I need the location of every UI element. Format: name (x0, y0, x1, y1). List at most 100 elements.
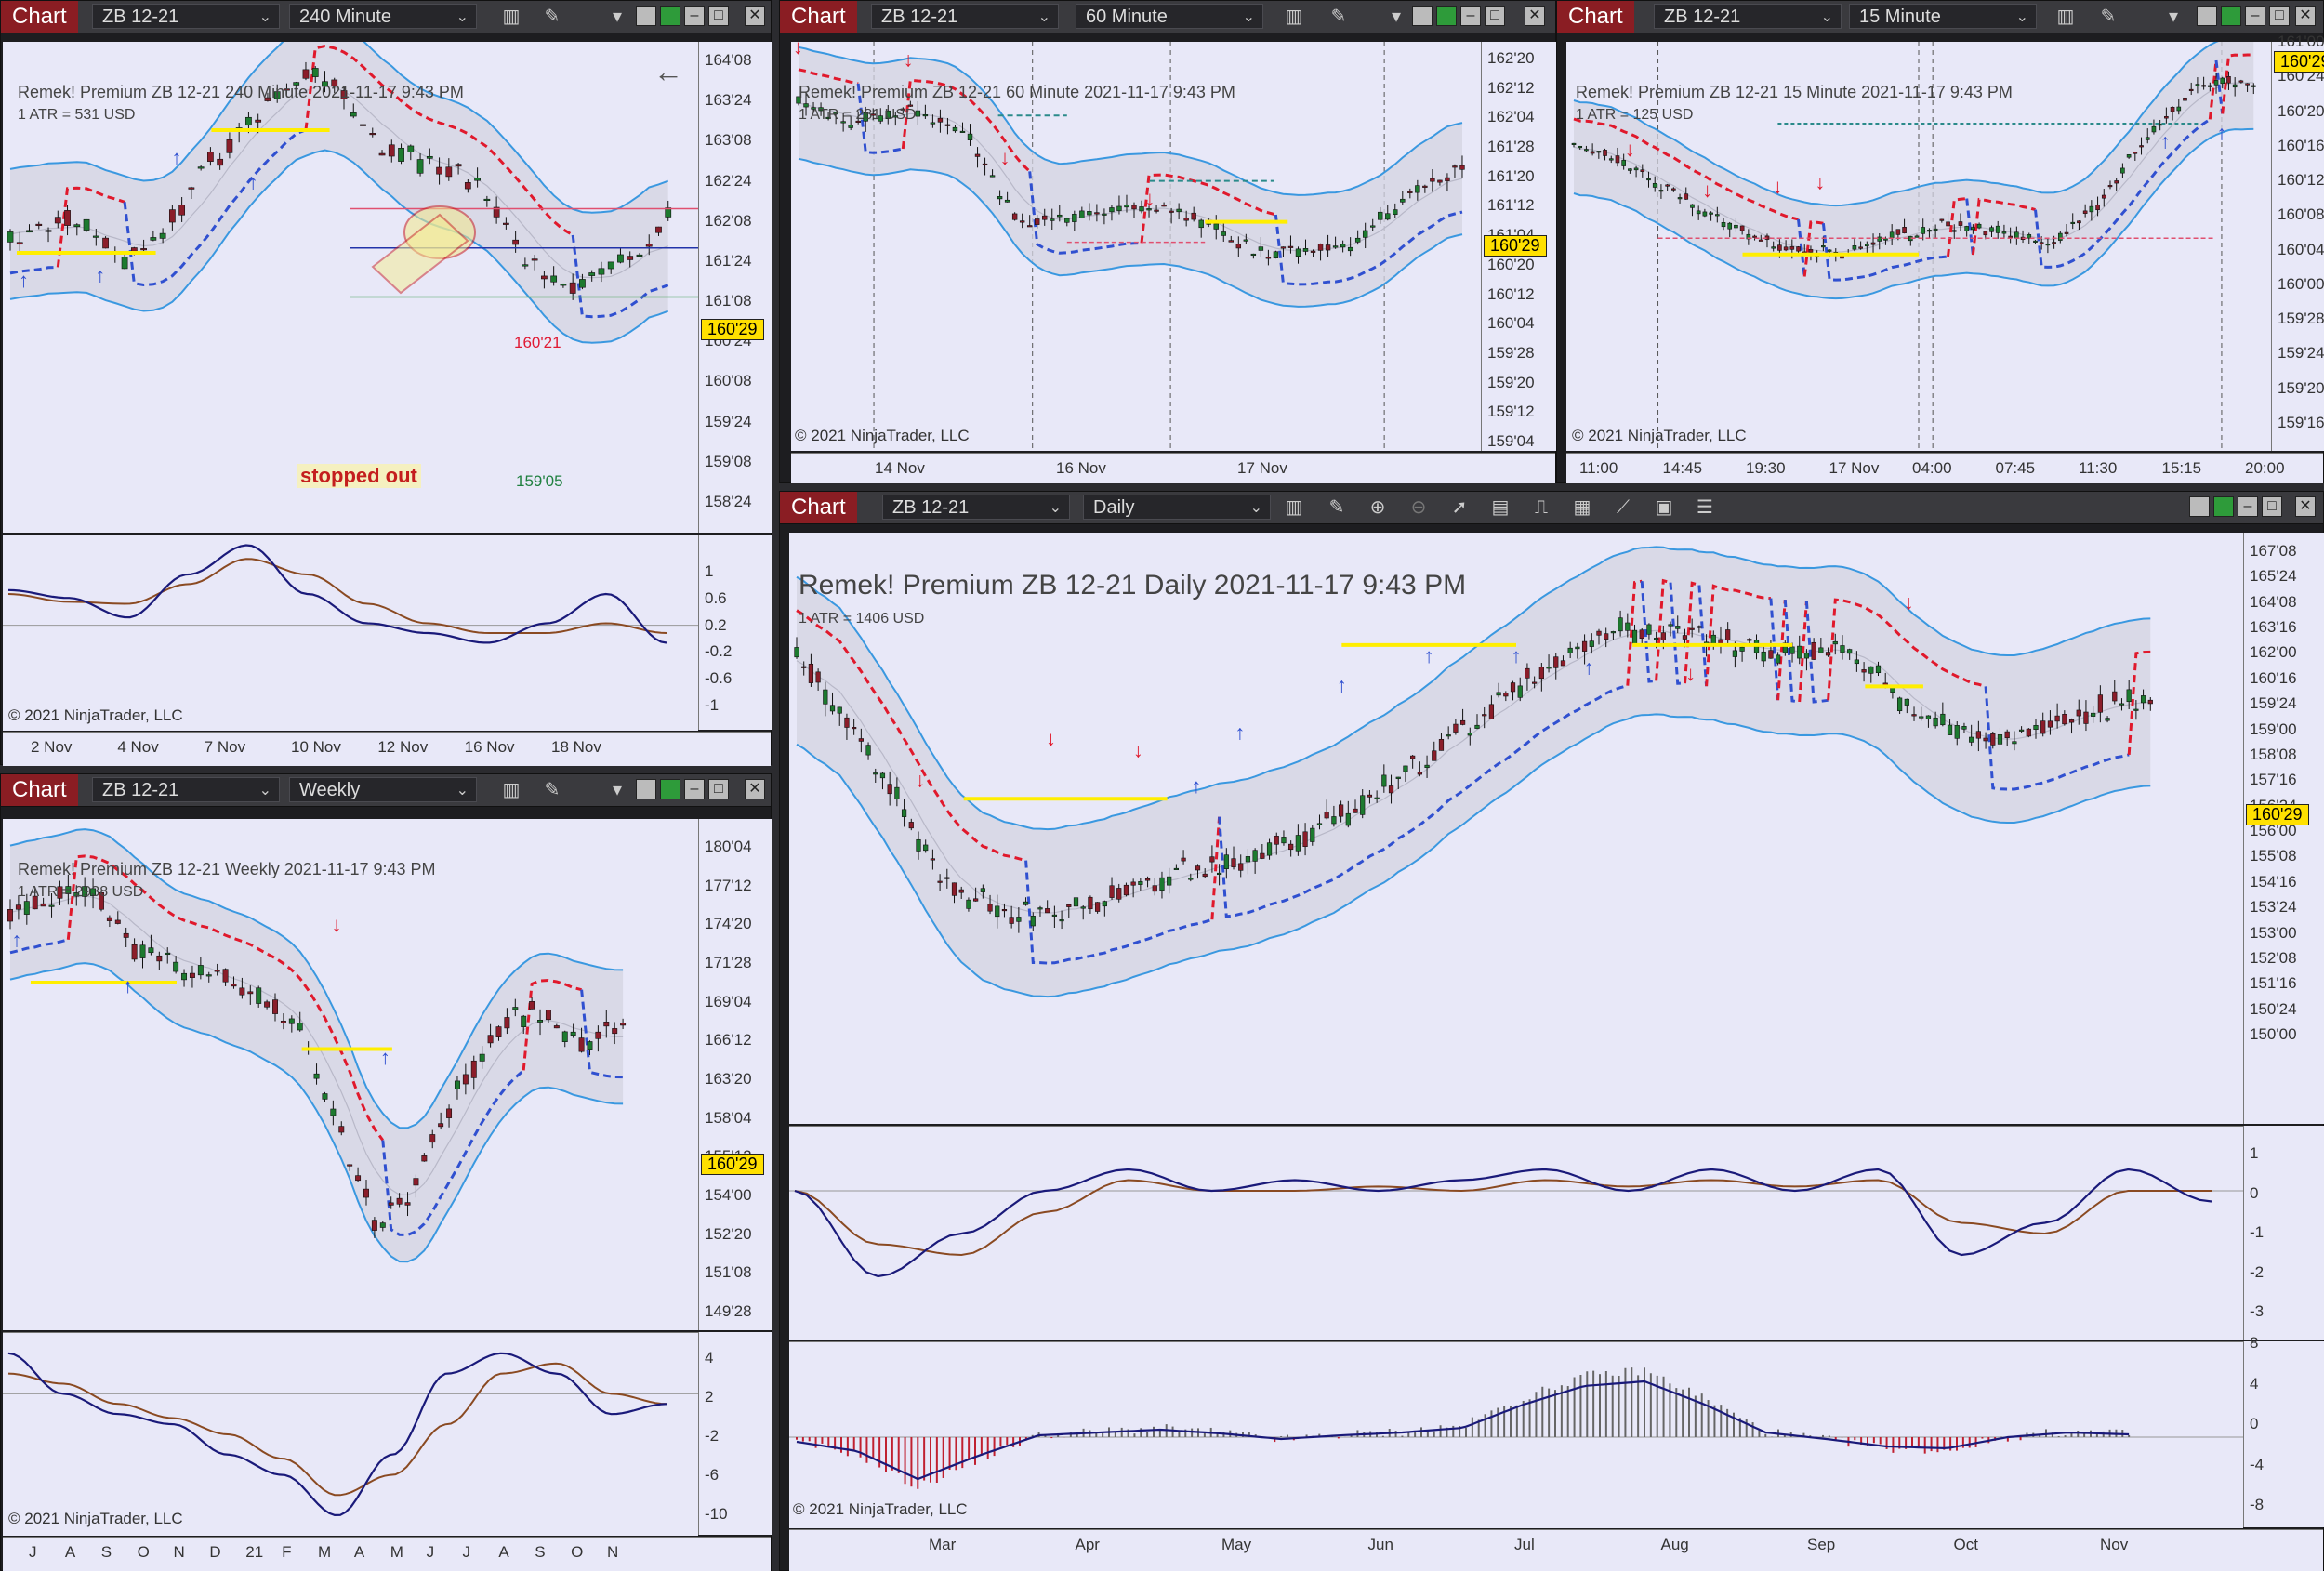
axis-tick-label: -4 (2250, 1455, 2265, 1473)
price-axis[interactable]: 162'20162'12162'04161'28161'20161'12161'… (1481, 42, 1556, 451)
menu-chevron-icon[interactable]: ▾ (612, 7, 623, 27)
zoom-in-icon[interactable]: ⊕ (1369, 497, 1386, 518)
candle-body (2164, 115, 2169, 119)
minimize-button[interactable]: – (684, 779, 705, 799)
price-panel[interactable]: ↑ ↑ ↑ ↑ Remek! Premium ZB 12-21 240 Minute … (3, 42, 698, 533)
price-axis[interactable]: 164'08 163'24 163'08 162'24 162'08 161'24 161'… (698, 42, 772, 533)
window-option-button[interactable] (2189, 496, 2210, 517)
candle-body (1615, 155, 1620, 164)
close-button[interactable]: ✕ (745, 779, 765, 799)
axis-tick-label: 0 (2250, 1415, 2259, 1432)
candle-body (1818, 647, 1824, 653)
price-panel[interactable]: ↓ ↓ ↓ ↓ ↑ ↑ Remek! Premium ZB 12-21 15 Minute… (1566, 42, 2271, 451)
axis-tick-label: 153'24 (2250, 898, 2297, 917)
price-panel[interactable]: ↓ ↓ ↓ ↑ ↑ ↑ ↑ ↑ ↑ ↓ ↓ Remek! Premium ZB 12-21 Dail… (789, 533, 2243, 1124)
close-button[interactable]: ✕ (2295, 6, 2316, 26)
interval-selector[interactable]: 15 Minute ⌄ (1849, 4, 2037, 29)
window-option-button[interactable] (1412, 6, 1433, 26)
maximize-button[interactable]: □ (708, 6, 729, 26)
properties-icon[interactable]: ⟋ (1617, 497, 1630, 518)
time-axis[interactable]: 11:00 14:45 19:30 17 Nov 04:00 07:45 11:30 15:1… (1566, 453, 2323, 483)
price-axis[interactable]: 167'08 165'24 164'08 163'16 162'00 160'16 159'… (2243, 533, 2324, 1124)
bar-style-icon[interactable]: ▥ (502, 780, 521, 800)
drawing-tool-icon[interactable]: ✎ (544, 780, 561, 800)
drawing-tool-icon[interactable]: ✎ (544, 7, 561, 27)
instrument-selector[interactable]: ZB 12-21 ⌄ (1654, 4, 1842, 29)
drawing-tool-icon[interactable]: ✎ (1330, 7, 1347, 27)
histogram-panel[interactable]: © 2021 NinjaTrader, LLC (789, 1341, 2243, 1528)
candle-body (1310, 250, 1316, 253)
minimize-button[interactable]: – (684, 6, 705, 26)
minimize-button[interactable]: – (2245, 6, 2265, 26)
axis-tick-label: 163'08 (705, 131, 752, 150)
bar-style-icon[interactable]: ▥ (1285, 497, 1303, 518)
price-axis[interactable]: 180'04 177'12 174'20 171'28 169'04 166'12 163'… (698, 819, 772, 1330)
link-button[interactable] (660, 6, 680, 26)
interval-selector[interactable]: Daily ⌄ (1083, 495, 1271, 520)
interval-selector[interactable]: 60 Minute ⌄ (1076, 4, 1263, 29)
atr-label: 1 ATR = 2938 USD (18, 884, 144, 900)
menu-chevron-icon[interactable]: ▾ (2168, 7, 2179, 27)
menu-chevron-icon[interactable]: ▾ (1391, 7, 1402, 27)
drawing-tool-icon[interactable]: ✎ (1328, 497, 1345, 518)
candle-body (347, 1164, 353, 1167)
instrument-selector[interactable]: ZB 12-21 ⌄ (92, 4, 280, 29)
interval-selector[interactable]: Weekly ⌄ (289, 777, 477, 802)
minimize-button[interactable]: – (2238, 496, 2258, 517)
minimize-button[interactable]: – (1460, 6, 1481, 26)
instrument-selector[interactable]: ZB 12-21 ⌄ (871, 4, 1059, 29)
window-option-button[interactable] (636, 779, 656, 799)
maximize-button[interactable]: □ (2269, 6, 2290, 26)
oscillator-panel[interactable]: © 2021 NinjaTrader, LLC (3, 535, 698, 731)
data-box-icon[interactable]: ▤ (1491, 497, 1510, 518)
maximize-button[interactable]: □ (1485, 6, 1505, 26)
candle-body (1354, 237, 1361, 243)
link-button[interactable] (660, 779, 680, 799)
candle-body (1911, 714, 1917, 717)
candle-body (1584, 149, 1589, 152)
list-icon[interactable]: ☰ (1697, 497, 1713, 518)
bar-style-icon[interactable]: ▥ (2056, 7, 2075, 27)
window-option-button[interactable] (636, 6, 656, 26)
time-axis[interactable]: 2 Nov 4 Nov 7 Nov 10 Nov 12 Nov 16 Nov 18 Nov (3, 732, 771, 766)
link-button[interactable] (2221, 6, 2241, 26)
price-panel[interactable]: ↑ ↑ ↓ ↑ Remek! Premium ZB 12-21 Weekly 2021… (3, 819, 698, 1330)
maximize-button[interactable]: □ (708, 779, 729, 799)
pointer-icon[interactable]: ➚ (1451, 497, 1468, 518)
time-axis[interactable]: J A S O N D 21 F M A M J J A S O N (3, 1537, 771, 1571)
maximize-button[interactable]: □ (2262, 496, 2282, 517)
instrument-selector[interactable]: ZB 12-21 ⌄ (882, 495, 1070, 520)
price-axis[interactable]: 161'00 160'24 160'20 160'16 160'12 160'08 160'… (2271, 33, 2324, 451)
candle-body (1752, 235, 1757, 238)
candle-body (302, 69, 310, 79)
close-button[interactable]: ✕ (745, 6, 765, 26)
instrument-selector[interactable]: ZB 12-21 ⌄ (92, 777, 280, 802)
drawing-tool-icon[interactable]: ✎ (2100, 7, 2117, 27)
window-option-button[interactable] (2197, 6, 2217, 26)
back-arrow-icon[interactable]: ← (654, 55, 683, 88)
bar-style-icon[interactable]: ▥ (1285, 7, 1303, 27)
zoom-out-icon[interactable]: ⊖ (1410, 497, 1427, 518)
bar-style-icon[interactable]: ▥ (502, 7, 521, 27)
link-button[interactable] (1436, 6, 1457, 26)
price-panel[interactable]: ↓ ↓ ↓ ↓ Remek! Premium ZB 12-21 60 Minute 2… (791, 42, 1481, 451)
candle-body (2082, 210, 2088, 214)
interval-selector[interactable]: 240 Minute ⌄ (289, 4, 477, 29)
link-button[interactable] (2213, 496, 2234, 517)
templates-icon[interactable]: ▣ (1655, 497, 1673, 518)
upper-trend-line (1776, 599, 1787, 701)
indicators-icon[interactable]: ⎍ (1535, 497, 1548, 518)
candle-body (550, 275, 558, 283)
close-button[interactable]: ✕ (1525, 6, 1545, 26)
candle-body (1709, 212, 1713, 215)
time-axis[interactable]: 14 Nov 16 Nov 17 Nov (791, 453, 1555, 483)
oscillator-panel[interactable]: © 2021 NinjaTrader, LLC (3, 1332, 698, 1536)
close-button[interactable]: ✕ (2295, 496, 2316, 517)
menu-chevron-icon[interactable]: ▾ (612, 780, 623, 800)
candle-body (1035, 218, 1040, 225)
time-axis[interactable]: Mar Apr May Jun Jul Aug Sep Oct Nov (789, 1529, 2323, 1571)
candle-body (1338, 804, 1344, 817)
candle-body (1258, 246, 1264, 251)
oscillator-panel[interactable] (789, 1126, 2243, 1340)
strategies-icon[interactable]: ▦ (1573, 497, 1591, 518)
